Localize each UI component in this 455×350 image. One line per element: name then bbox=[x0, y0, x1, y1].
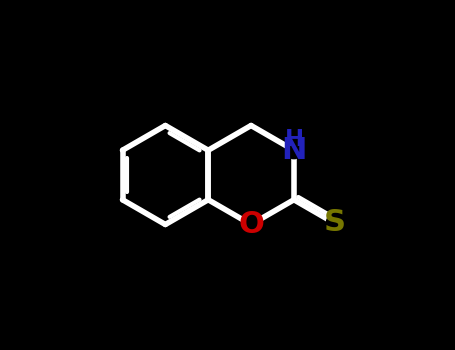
Circle shape bbox=[243, 216, 259, 233]
Text: S: S bbox=[324, 208, 346, 237]
Text: O: O bbox=[238, 210, 264, 239]
Circle shape bbox=[327, 214, 344, 230]
Text: H: H bbox=[285, 128, 304, 151]
Circle shape bbox=[286, 142, 302, 159]
Text: N: N bbox=[281, 136, 307, 165]
